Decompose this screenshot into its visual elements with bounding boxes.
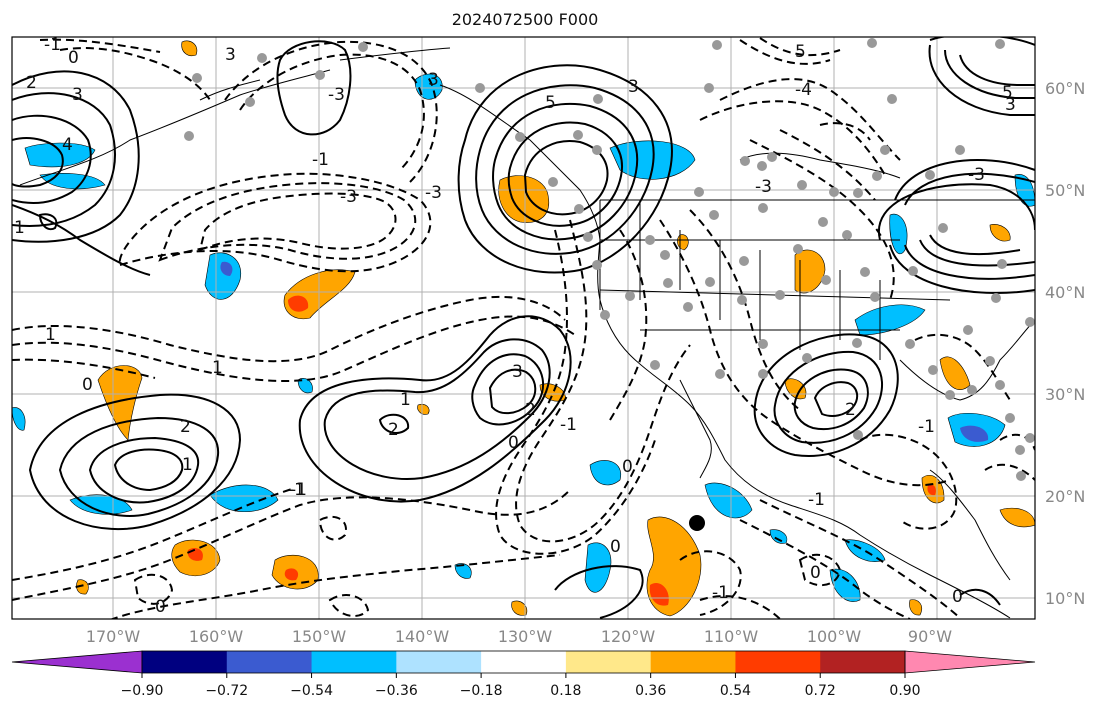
lon-label-110w: 110°W [704,627,759,646]
colorbar-segment [650,651,736,673]
svg-text:-1: -1 [312,150,329,170]
svg-text:-3: -3 [968,165,985,185]
colorbar-tick-label: 0.72 [805,683,836,699]
svg-text:1: 1 [45,325,56,345]
svg-text:-1: -1 [918,417,935,437]
lat-label-60: 60°N [1045,79,1085,98]
lat-label-10: 10°N [1045,589,1085,608]
colorbar-tick-label: −0.90 [121,683,164,699]
contour-labels: 2 3 4 1 0 -1 -3 3 5 3 -3 5 3 -1 -1 -3 1 … [14,35,1016,617]
svg-text:-1: -1 [288,480,305,500]
solid-contours [12,37,1035,619]
svg-text:0: 0 [68,48,79,68]
svg-text:5: 5 [1002,83,1013,103]
svg-text:2: 2 [388,420,399,440]
colorbar-border [141,650,906,674]
svg-text:3: 3 [428,70,439,90]
colorbar: −0.90 −0.72 −0.54 −0.36 −0.18 0.18 0.36 0.54 0.7… [11,650,1036,699]
svg-text:-3: -3 [755,177,772,197]
map-frame [11,36,1036,620]
svg-text:0: 0 [82,375,93,395]
colorbar-tick-label: −0.72 [205,683,248,699]
lon-label-120w: 120°W [601,627,656,646]
station-dots [184,38,1035,481]
svg-text:-1: -1 [712,583,729,603]
svg-text:1: 1 [182,455,193,475]
svg-text:0: 0 [622,457,633,477]
lon-label-140w: 140°W [395,627,450,646]
colorbar-tick-label: 0.36 [635,683,666,699]
positive-shading [76,40,1035,617]
colorbar-segment [396,651,482,673]
svg-text:1: 1 [14,218,25,238]
latitude-labels: 60°N 50°N 40°N 30°N 20°N 10°N [1045,79,1085,608]
lon-label-130w: 130°W [498,627,553,646]
tc-position-marker [689,515,705,531]
svg-text:1: 1 [400,390,411,410]
svg-text:5: 5 [795,42,806,62]
svg-text:0: 0 [508,433,519,453]
longitude-labels: 170°W 160°W 150°W 140°W 130°W 120°W 110°… [86,627,952,646]
colorbar-tick-label: 0.54 [720,683,751,699]
svg-text:2: 2 [26,73,37,93]
colorbar-segment [565,651,652,673]
lat-label-30: 30°N [1045,385,1085,404]
colorbar-segment [311,651,397,673]
lon-label-160w: 160°W [189,627,244,646]
lon-label-90w: 90°W [908,627,952,646]
colorbar-tick-label: 0.18 [550,683,581,699]
colorbar-segment [820,651,906,673]
svg-text:3: 3 [512,362,523,382]
svg-text:2: 2 [180,417,191,437]
colorbar-tick-label: −0.36 [375,683,418,699]
svg-text:3: 3 [628,77,639,97]
svg-text:4: 4 [62,135,73,155]
lon-label-150w: 150°W [292,627,347,646]
svg-text:0: 0 [810,563,821,583]
lat-label-20: 20°N [1045,487,1085,506]
svg-text:3: 3 [1005,95,1016,115]
svg-text:-3: -3 [425,183,442,203]
svg-text:0: 0 [155,597,166,617]
colorbar-extend-low [11,650,143,674]
colorbar-tick-label: −0.54 [290,683,333,699]
colorbar-segment [226,651,313,673]
colorbar-extend-high [904,650,1036,674]
colorbar-segment [481,651,567,673]
colorbar-tick-label: −0.18 [460,683,503,699]
colorbar-tick-label: 0.90 [889,683,920,699]
svg-text:2: 2 [845,400,856,420]
map-content: 2 3 4 1 0 -1 -3 3 5 3 -3 5 3 -1 -1 -3 1 … [12,35,1035,619]
svg-text:0: 0 [610,537,621,557]
lat-label-50: 50°N [1045,181,1085,200]
svg-text:-3: -3 [328,85,345,105]
svg-text:-1: -1 [44,35,61,55]
svg-text:-1: -1 [290,480,307,500]
svg-text:-4: -4 [795,80,812,100]
svg-text:-1: -1 [560,415,577,435]
lat-label-40: 40°N [1045,283,1085,302]
lon-label-170w: 170°W [86,627,141,646]
svg-text:2: 2 [525,400,536,420]
svg-text:3: 3 [72,85,83,105]
svg-text:5: 5 [545,93,556,113]
colorbar-segment [735,651,821,673]
lon-label-100w: 100°W [807,627,862,646]
svg-text:1: 1 [212,358,223,378]
svg-text:-1: -1 [808,490,825,510]
svg-text:-3: -3 [340,187,357,207]
svg-text:3: 3 [225,45,236,65]
svg-text:0: 0 [952,587,963,607]
colorbar-segment [142,651,228,673]
negative-shading [12,73,1035,602]
map-title: 2024072500 F000 [451,10,599,29]
